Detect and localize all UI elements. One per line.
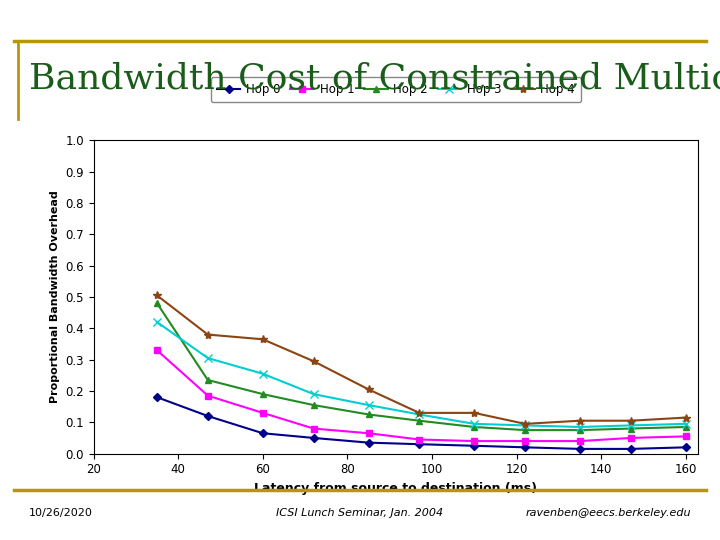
Hop 0 (309, 435, 318, 441)
Hop 3 (415, 411, 423, 418)
Hop 1 (626, 435, 635, 441)
Line: Hop 3: Hop 3 (153, 318, 690, 431)
Y-axis label: Proportional Bandwidth Overhead: Proportional Bandwidth Overhead (50, 191, 60, 403)
Hop 3 (521, 422, 529, 429)
Hop 4 (153, 292, 161, 299)
Hop 3 (153, 319, 161, 325)
Hop 1 (415, 436, 423, 443)
X-axis label: Latency from source to destination (ms): Latency from source to destination (ms) (254, 482, 538, 495)
Hop 4 (576, 417, 585, 424)
Text: 10/26/2020: 10/26/2020 (29, 508, 93, 518)
Hop 0 (204, 413, 212, 419)
Hop 3 (258, 370, 267, 377)
Hop 4 (258, 336, 267, 342)
Hop 1 (576, 438, 585, 444)
Hop 3 (470, 421, 479, 427)
Hop 3 (626, 422, 635, 429)
Hop 0 (576, 446, 585, 452)
Hop 4 (681, 414, 690, 421)
Hop 2 (521, 427, 529, 433)
Hop 0 (470, 443, 479, 449)
Hop 4 (309, 358, 318, 365)
Hop 0 (681, 444, 690, 450)
Hop 2 (309, 402, 318, 408)
Hop 1 (309, 426, 318, 432)
Hop 0 (364, 440, 373, 446)
Line: Hop 1: Hop 1 (154, 347, 688, 444)
Hop 3 (204, 355, 212, 361)
Hop 4 (204, 332, 212, 338)
Hop 0 (521, 444, 529, 450)
Hop 2 (576, 427, 585, 433)
Hop 2 (364, 411, 373, 418)
Hop 2 (681, 424, 690, 430)
Hop 1 (204, 393, 212, 399)
Text: Bandwidth Cost of Constrained Multicast: Bandwidth Cost of Constrained Multicast (29, 62, 720, 95)
Text: ravenben@eecs.berkeley.edu: ravenben@eecs.berkeley.edu (526, 508, 691, 518)
Hop 2 (204, 377, 212, 383)
Hop 4 (626, 417, 635, 424)
Line: Hop 4: Hop 4 (153, 291, 690, 428)
Hop 0 (626, 446, 635, 452)
Hop 3 (681, 421, 690, 427)
Hop 1 (364, 430, 373, 436)
Hop 0 (415, 441, 423, 448)
Line: Hop 2: Hop 2 (153, 300, 689, 434)
Hop 1 (681, 433, 690, 440)
Hop 3 (309, 391, 318, 397)
Hop 4 (364, 386, 373, 393)
Hop 1 (153, 347, 161, 354)
Hop 1 (258, 410, 267, 416)
Line: Hop 0: Hop 0 (154, 394, 688, 451)
Hop 2 (415, 417, 423, 424)
Hop 2 (470, 424, 479, 430)
Text: ICSI Lunch Seminar, Jan. 2004: ICSI Lunch Seminar, Jan. 2004 (276, 508, 444, 518)
Hop 4 (470, 410, 479, 416)
Hop 2 (626, 426, 635, 432)
Hop 3 (364, 402, 373, 408)
Hop 3 (576, 424, 585, 430)
Hop 1 (470, 438, 479, 444)
Hop 4 (521, 421, 529, 427)
Hop 1 (521, 438, 529, 444)
Hop 0 (153, 394, 161, 401)
Hop 2 (153, 300, 161, 307)
Hop 0 (258, 430, 267, 436)
Hop 2 (258, 391, 267, 397)
Hop 4 (415, 410, 423, 416)
Legend: Hop 0, Hop 1, Hop 2, Hop 3, Hop 4: Hop 0, Hop 1, Hop 2, Hop 3, Hop 4 (211, 77, 581, 102)
